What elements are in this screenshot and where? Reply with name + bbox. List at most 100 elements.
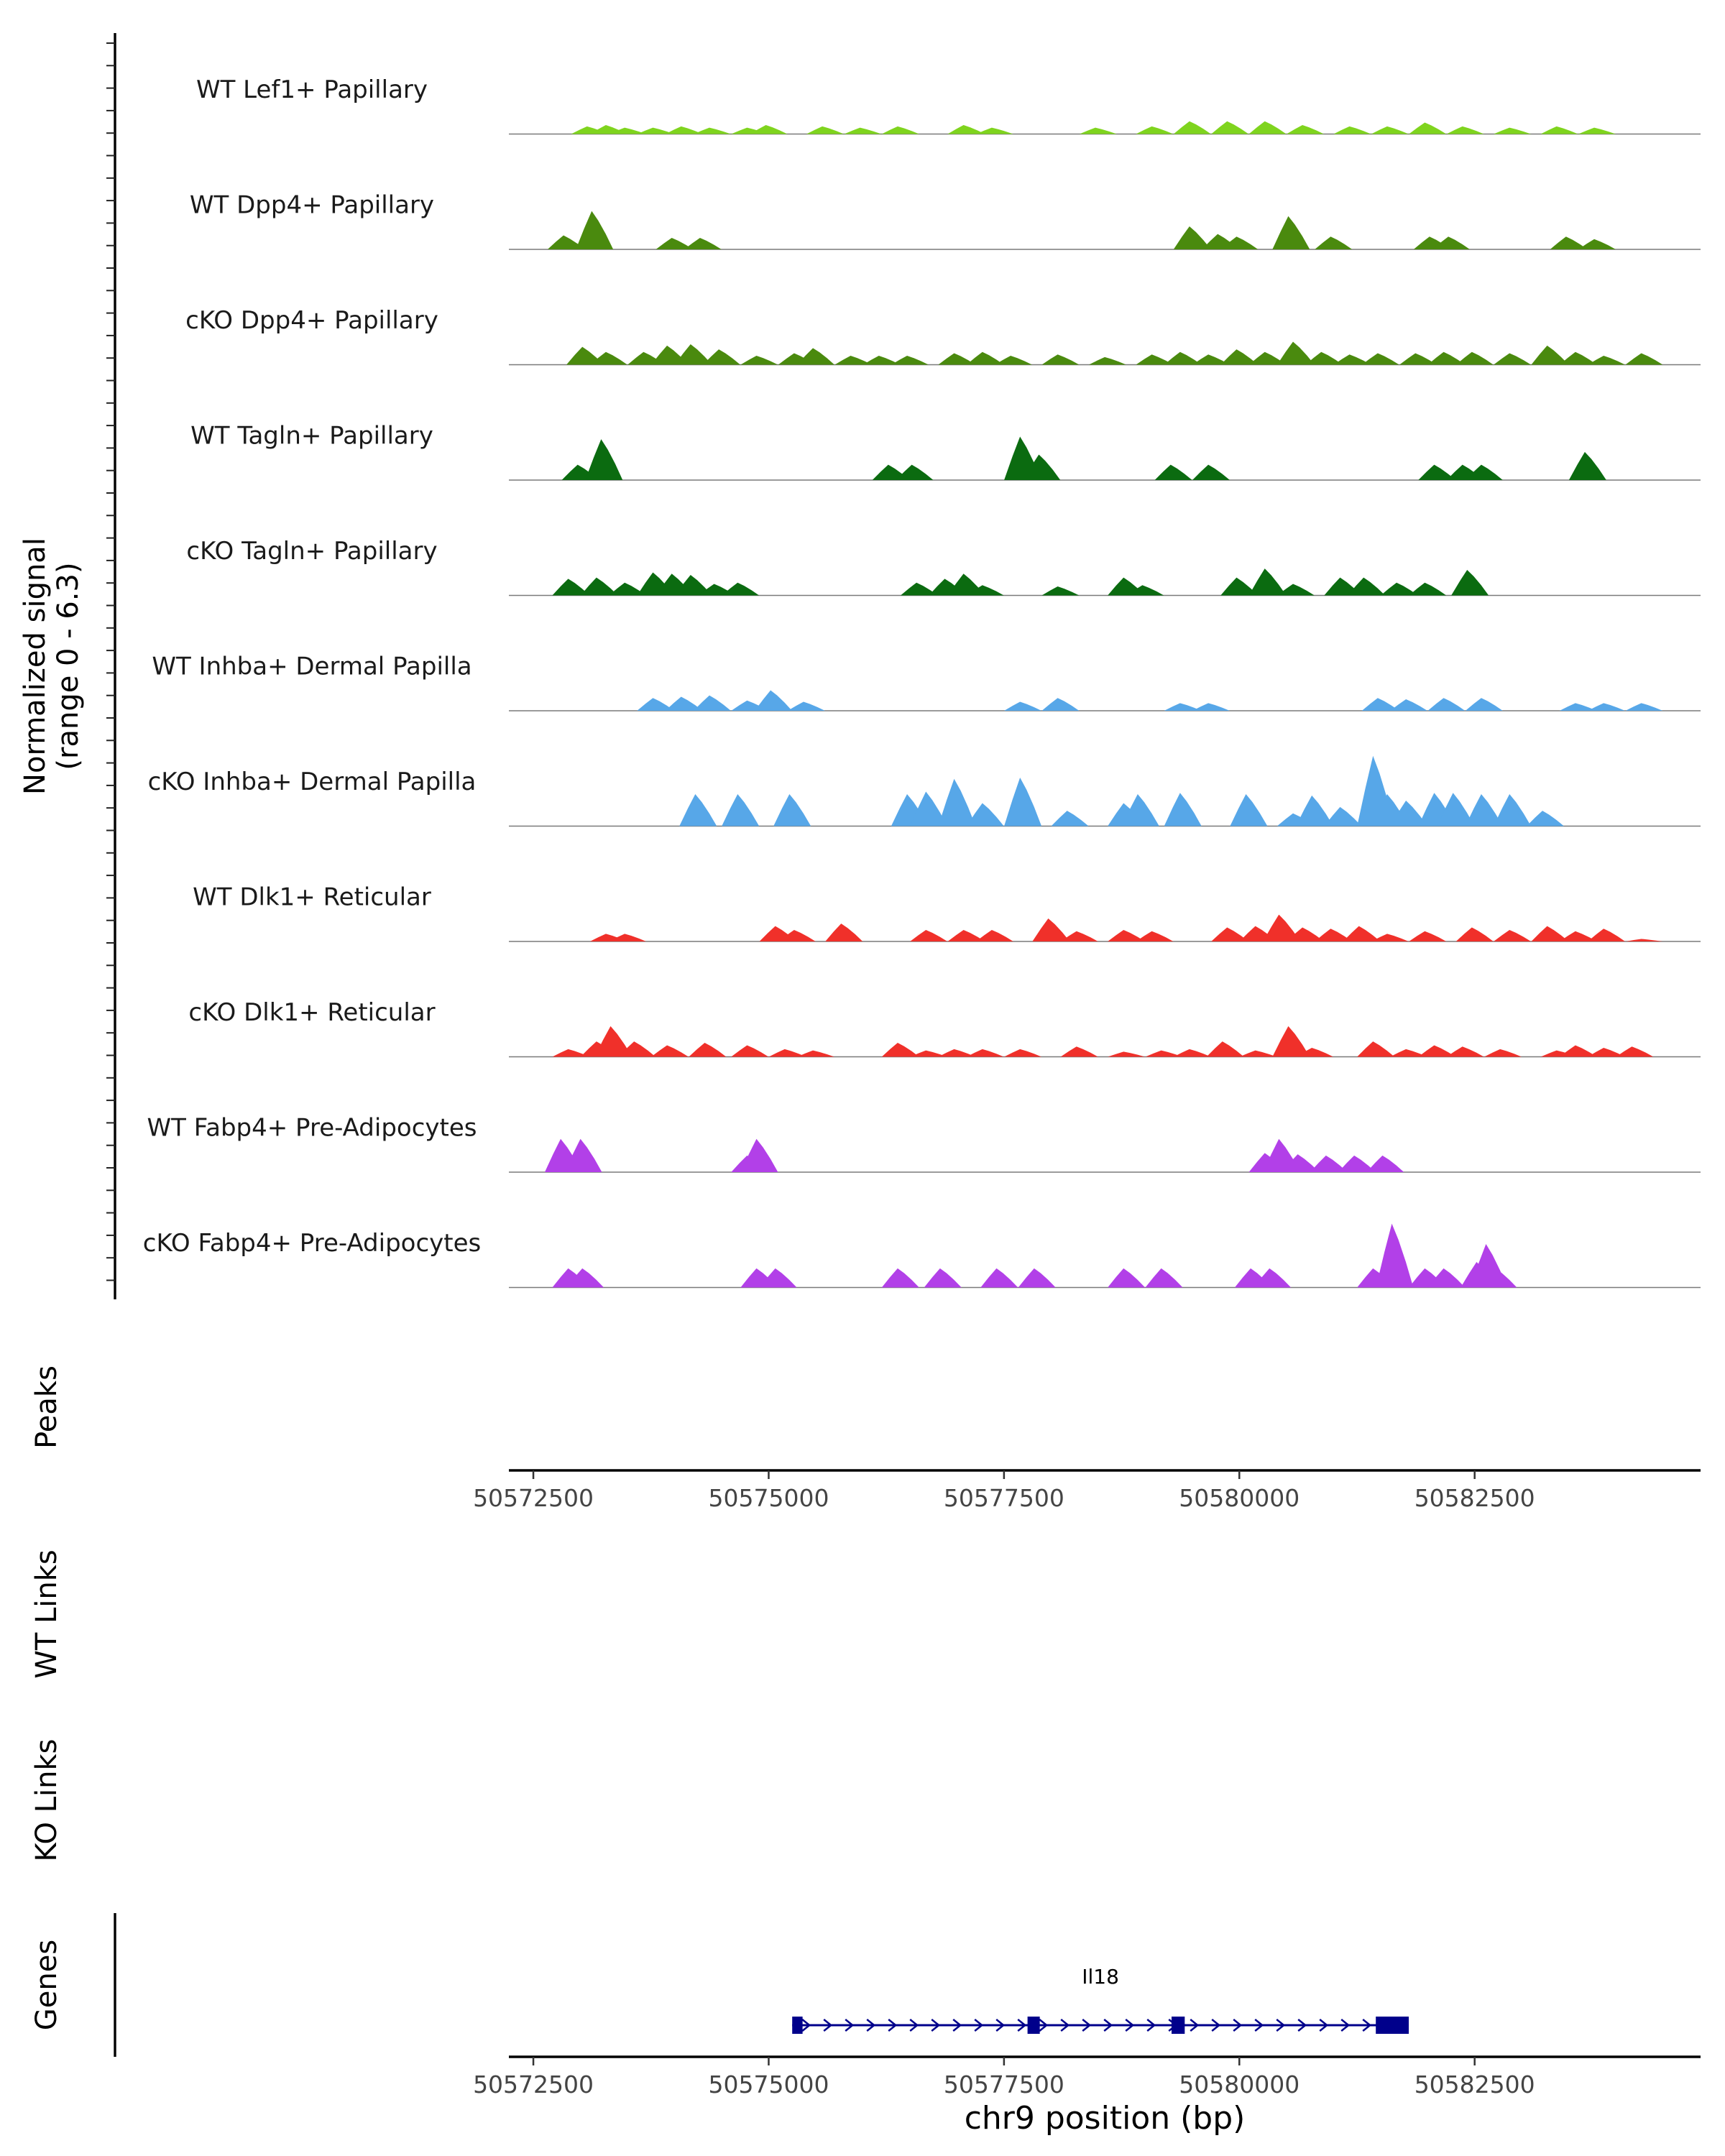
strand-arrow-19 bbox=[1211, 2019, 1221, 2032]
coverage-peak-5-14 bbox=[1559, 703, 1597, 711]
genes-x-tick-label-0: 50572500 bbox=[473, 2070, 594, 2099]
coverage-peak-2-16 bbox=[1088, 356, 1126, 365]
coverage-peak-5-13 bbox=[1465, 698, 1503, 711]
coverage-peak-8-9 bbox=[881, 1042, 919, 1057]
peaks-x-tick-label-4: 50582500 bbox=[1414, 1484, 1535, 1512]
strand-arrow-14 bbox=[1103, 2019, 1113, 2032]
coverage-peak-10-13 bbox=[1376, 1223, 1414, 1288]
coverage-peak-6-0 bbox=[679, 794, 717, 826]
coverage-peak-6-18 bbox=[1390, 800, 1428, 826]
coverage-peak-3-11 bbox=[1568, 451, 1606, 480]
coverage-peak-6-22 bbox=[1494, 794, 1532, 826]
coverage-peak-7-25 bbox=[1625, 939, 1663, 941]
coverage-peak-7-24 bbox=[1588, 929, 1626, 941]
coverage-peak-7-22 bbox=[1531, 926, 1569, 941]
coverage-peak-0-8 bbox=[806, 126, 845, 134]
coverage-peak-6-14 bbox=[1296, 795, 1334, 826]
coverage-peak-9-9 bbox=[1366, 1155, 1404, 1172]
coverage-y-ticks bbox=[106, 42, 115, 1281]
coverage-peak-2-29 bbox=[1494, 353, 1532, 365]
coverage-peak-3-1 bbox=[585, 439, 623, 480]
coverage-peak-0-12 bbox=[975, 127, 1013, 134]
coverage-peak-4-8 bbox=[901, 582, 939, 596]
strand-arrow-21 bbox=[1254, 2019, 1264, 2032]
coverage-peak-3-5 bbox=[1023, 454, 1061, 480]
track-label-8: cKO Dlk1+ Reticular bbox=[188, 998, 435, 1027]
peaks-x-ticks: 50572500 50575000 50577500 50580000 50582500 bbox=[473, 1470, 1535, 1512]
wt-links-panel-label: WT Links bbox=[30, 1549, 63, 1678]
coverage-peak-2-6 bbox=[740, 356, 778, 365]
coverage-peak-4-11 bbox=[966, 585, 1004, 596]
coverage-peak-7-3 bbox=[778, 930, 816, 941]
coverage-peak-0-19 bbox=[1333, 126, 1371, 134]
coverage-peak-1-5 bbox=[1173, 226, 1211, 249]
strand-arrow-0 bbox=[801, 2019, 811, 2032]
coverage-peak-0-22 bbox=[1446, 126, 1484, 134]
coverage-peak-7-18 bbox=[1371, 934, 1409, 941]
coverage-peak-2-22 bbox=[1276, 341, 1315, 365]
coverage-peak-2-30 bbox=[1531, 345, 1569, 365]
strand-arrow-10 bbox=[1017, 2019, 1027, 2032]
strand-arrow-4 bbox=[888, 2019, 898, 2032]
strand-arrow-8 bbox=[974, 2019, 984, 2032]
coverage-peak-0-4 bbox=[665, 126, 703, 134]
coverage-peak-2-23 bbox=[1305, 351, 1343, 365]
coverage-peak-2-32 bbox=[1588, 356, 1626, 365]
coverage-peak-6-20 bbox=[1437, 793, 1475, 826]
coverage-peak-5-9 bbox=[1192, 703, 1230, 711]
genes-x-tick-label-2: 50577500 bbox=[944, 2070, 1064, 2099]
coverage-peak-0-16 bbox=[1211, 121, 1249, 134]
coverage-peak-2-33 bbox=[1625, 353, 1663, 365]
coverage-peak-7-1 bbox=[609, 934, 647, 941]
coverage-peak-8-11 bbox=[938, 1049, 976, 1057]
coverage-peak-9-3 bbox=[740, 1138, 778, 1172]
coverage-peak-10-11 bbox=[1254, 1268, 1292, 1288]
coverage-peak-6-6 bbox=[966, 803, 1004, 826]
coverage-peak-7-4 bbox=[825, 923, 863, 941]
coverage-peak-2-12 bbox=[938, 353, 976, 365]
coverage-peak-8-3 bbox=[618, 1041, 656, 1057]
coverage-peak-10-3 bbox=[759, 1268, 797, 1288]
coverage-peak-2-13 bbox=[966, 351, 1004, 365]
coverage-peak-0-14 bbox=[1136, 126, 1174, 134]
coverage-peak-8-15 bbox=[1108, 1051, 1146, 1057]
coverage-peak-8-16 bbox=[1145, 1050, 1183, 1057]
coverage-peak-3-6 bbox=[1154, 464, 1192, 480]
coverage-peak-2-28 bbox=[1455, 351, 1494, 365]
coverage-peak-1-3 bbox=[684, 238, 722, 249]
coverage-peak-4-1 bbox=[580, 577, 618, 596]
coverage-peak-4-19 bbox=[1348, 577, 1386, 596]
coverage-peak-4-2 bbox=[609, 582, 647, 596]
coverage-peak-8-18 bbox=[1206, 1041, 1244, 1057]
coverage-peak-4-14 bbox=[1126, 585, 1164, 596]
coverage-peak-5-6 bbox=[1004, 701, 1042, 711]
strand-arrow-15 bbox=[1125, 2019, 1135, 2032]
coverage-peak-2-14 bbox=[994, 356, 1032, 365]
track-label-2: cKO Dpp4+ Papillary bbox=[185, 306, 438, 335]
coverage-peak-6-1 bbox=[722, 794, 760, 826]
track-label-5: WT Inhba+ Dermal Papilla bbox=[152, 653, 472, 681]
coverage-peak-0-5 bbox=[693, 127, 731, 134]
coverage-peak-10-5 bbox=[924, 1268, 962, 1288]
coverage-peak-4-5 bbox=[674, 575, 712, 596]
coverage-peak-0-9 bbox=[844, 127, 882, 134]
genes-x-tick-label-1: 50575000 bbox=[708, 2070, 829, 2099]
coverage-peak-1-7 bbox=[1220, 236, 1259, 249]
x-axis-title: chr9 position (bp) bbox=[965, 2100, 1246, 2137]
coverage-peak-7-6 bbox=[947, 930, 985, 941]
track-label-7: WT Dlk1+ Reticular bbox=[193, 883, 431, 912]
coverage-peak-2-31 bbox=[1559, 351, 1597, 365]
coverage-peak-0-21 bbox=[1409, 122, 1447, 134]
coverage-peak-0-7 bbox=[750, 125, 788, 134]
coverage-peak-2-17 bbox=[1136, 354, 1174, 365]
coverage-peak-5-7 bbox=[1041, 698, 1080, 711]
coverage-peak-8-19 bbox=[1239, 1050, 1277, 1057]
peaks-panel-label: Peaks bbox=[30, 1365, 63, 1449]
coverage-peak-5-10 bbox=[1361, 698, 1399, 711]
coverage-peak-1-9 bbox=[1315, 236, 1353, 249]
coverage-peak-8-28 bbox=[1559, 1045, 1597, 1057]
coverage-peak-8-26 bbox=[1484, 1049, 1522, 1057]
coverage-peak-2-19 bbox=[1192, 354, 1230, 365]
track-label-1: WT Dpp4+ Papillary bbox=[190, 191, 434, 220]
